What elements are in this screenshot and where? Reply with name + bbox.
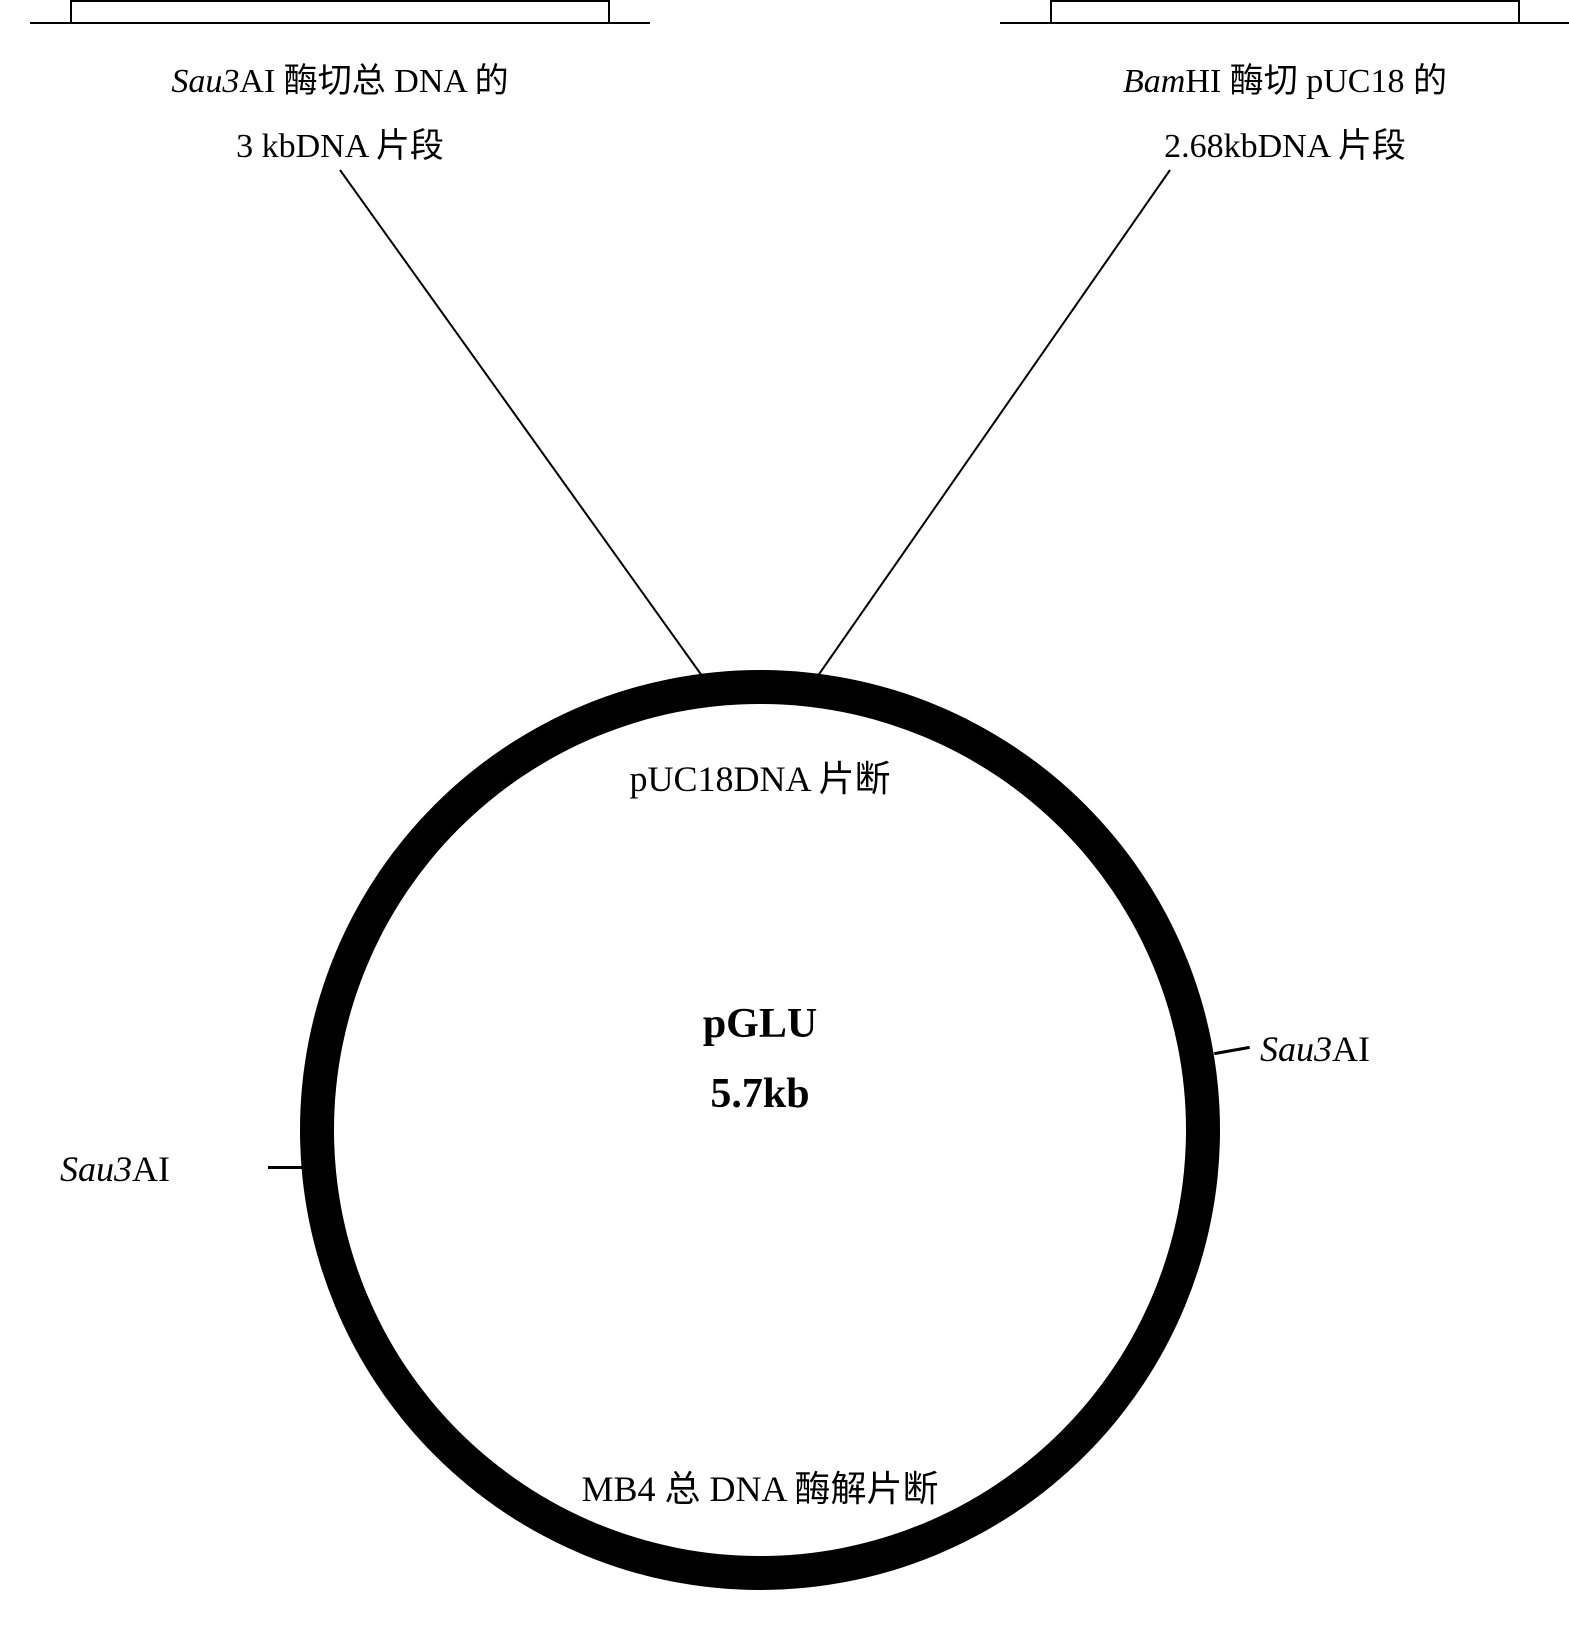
connection-left (340, 170, 705, 680)
fragment-right-line2: 2.68kbDNA 片段 (990, 115, 1569, 180)
site-left-prefix: Sau3 (60, 1149, 132, 1189)
plasmid-bottom-label: MB4 总 DNA 酶解片断 (300, 1460, 1220, 1512)
fragment-left-label: Sau3AI 酶切总 DNA 的 3 kbDNA 片段 (20, 50, 660, 179)
plasmid-name: pGLU (300, 1000, 1220, 1048)
fragment-right-label: BamHI 酶切 pUC18 的 2.68kbDNA 片段 (990, 50, 1569, 179)
site-right-rest: AI (1332, 1029, 1370, 1069)
fragment-right-enzyme-rest: HI 酶切 pUC18 的 (1185, 63, 1447, 100)
fragment-left-enzyme-prefix: Sau3 (171, 63, 239, 100)
plasmid-size: 5.7kb (300, 1070, 1220, 1118)
fragment-left-line2: 3 kbDNA 片段 (20, 115, 660, 180)
connection-right (815, 170, 1170, 680)
site-right-prefix: Sau3 (1260, 1029, 1332, 1069)
fragment-left-enzyme-rest: AI 酶切总 DNA 的 (239, 63, 508, 100)
plasmid-inner (334, 704, 1186, 1556)
plasmid: pUC18DNA 片断 pGLU 5.7kb MB4 总 DNA 酶解片断 (300, 670, 1220, 1590)
fragment-left-line1: Sau3AI 酶切总 DNA 的 (20, 50, 660, 115)
site-left-label: Sau3AI (60, 1148, 170, 1190)
fragment-right-enzyme-prefix: Bam (1123, 63, 1185, 100)
plasmid-top-label: pUC18DNA 片断 (300, 750, 1220, 802)
site-left-tick (268, 1166, 304, 1169)
fragment-right-line1: BamHI 酶切 pUC18 的 (990, 50, 1569, 115)
site-left-rest: AI (132, 1149, 170, 1189)
site-right-label: Sau3AI (1260, 1028, 1370, 1070)
fragment-right-box (1050, 0, 1520, 24)
fragment-left-box (70, 0, 610, 24)
